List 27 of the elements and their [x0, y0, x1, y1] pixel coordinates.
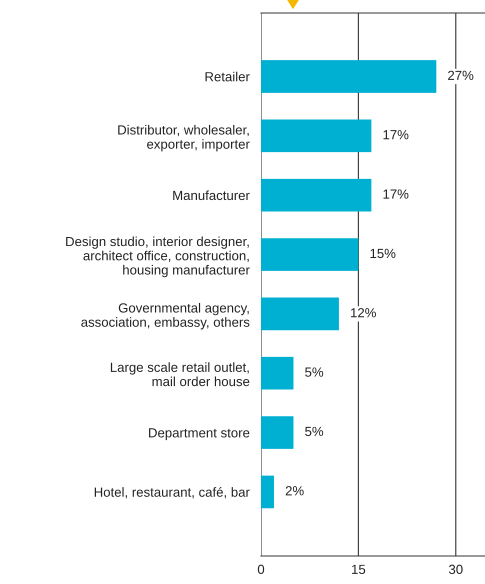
data-label: 5%	[305, 426, 324, 436]
x-tick-label: 0	[258, 564, 264, 574]
x-tick-label: 15	[352, 564, 366, 574]
data-label: 12%	[351, 308, 376, 318]
y-tick-label: Governmental agency, association, embassy, others	[81, 302, 250, 330]
bar	[261, 60, 436, 93]
y-tick-label: Hotel, restaurant, café, bar	[94, 486, 250, 498]
data-label: 15%	[370, 248, 396, 258]
y-tick-label: Department store	[149, 428, 250, 440]
y-tick-label: Large scale retail outlet, mail order house	[110, 362, 250, 386]
y-tick-label: Distributor, wholesaler, exporter, importer	[118, 124, 250, 152]
y-tick-label: Design studio, interior designer, architect office, construction, housing manufacturer	[66, 236, 250, 278]
bar	[261, 120, 372, 152]
data-label: 27%	[448, 70, 474, 80]
y-tick-label: Retailer	[206, 72, 250, 82]
bar	[261, 298, 339, 330]
data-label: 17%	[383, 130, 408, 140]
data-label: 2%	[286, 486, 304, 496]
bar	[261, 238, 358, 271]
data-label: 5%	[305, 367, 324, 377]
bar	[261, 476, 274, 508]
bar	[261, 356, 294, 390]
bar	[261, 416, 294, 449]
bar	[261, 178, 372, 212]
data-label: 17%	[383, 189, 408, 199]
x-tick-label: 30	[448, 564, 463, 574]
y-tick-label: Manufacturer	[173, 190, 250, 200]
